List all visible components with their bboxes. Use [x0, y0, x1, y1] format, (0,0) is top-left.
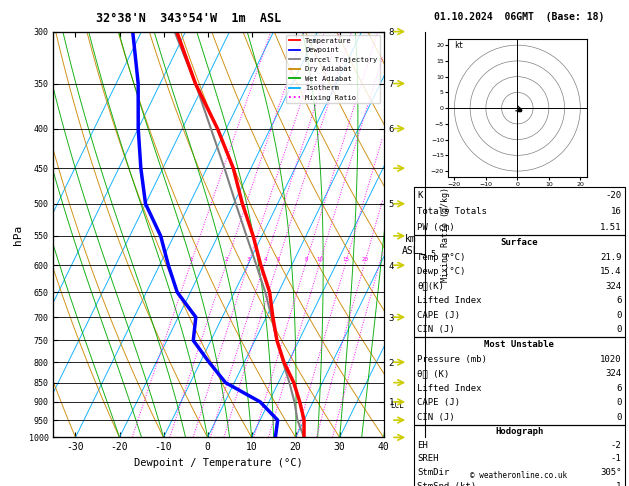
Text: Hodograph: Hodograph	[495, 427, 543, 436]
Text: Pressure (mb): Pressure (mb)	[417, 355, 487, 364]
Text: Temp (°C): Temp (°C)	[417, 253, 465, 261]
Text: 1020: 1020	[600, 355, 621, 364]
Text: StmSpd (kt): StmSpd (kt)	[417, 482, 476, 486]
Text: 1: 1	[189, 258, 193, 262]
Text: -1: -1	[611, 454, 621, 463]
Text: 1: 1	[616, 482, 621, 486]
Text: 21.9: 21.9	[600, 253, 621, 261]
Text: 0: 0	[616, 311, 621, 320]
Text: 32°38'N  343°54'W  1m  ASL: 32°38'N 343°54'W 1m ASL	[96, 12, 281, 25]
Text: 0: 0	[616, 399, 621, 407]
Text: kt: kt	[454, 41, 464, 51]
Text: 8: 8	[304, 258, 308, 262]
Text: K: K	[417, 191, 423, 200]
Text: 20: 20	[361, 258, 369, 262]
Text: SREH: SREH	[417, 454, 438, 463]
Text: 15: 15	[342, 258, 349, 262]
Text: CAPE (J): CAPE (J)	[417, 311, 460, 320]
Text: CAPE (J): CAPE (J)	[417, 399, 460, 407]
Text: Dewp (°C): Dewp (°C)	[417, 267, 465, 276]
Text: 15.4: 15.4	[600, 267, 621, 276]
Text: 305°: 305°	[600, 468, 621, 477]
Text: 324: 324	[605, 282, 621, 291]
Text: 4: 4	[263, 258, 267, 262]
Text: 01.10.2024  06GMT  (Base: 18): 01.10.2024 06GMT (Base: 18)	[434, 12, 604, 22]
Text: 2: 2	[225, 258, 228, 262]
Text: CIN (J): CIN (J)	[417, 413, 455, 422]
Text: Lifted Index: Lifted Index	[417, 296, 482, 305]
Text: StmDir: StmDir	[417, 468, 449, 477]
Text: θᴇ (K): θᴇ (K)	[417, 369, 449, 378]
Text: PW (cm): PW (cm)	[417, 223, 455, 232]
Text: 0: 0	[616, 413, 621, 422]
Text: 6: 6	[616, 296, 621, 305]
Text: 10: 10	[316, 258, 323, 262]
Text: 324: 324	[605, 369, 621, 378]
Text: -20: -20	[605, 191, 621, 200]
Y-axis label: km
ASL: km ASL	[402, 235, 420, 256]
X-axis label: Dewpoint / Temperature (°C): Dewpoint / Temperature (°C)	[134, 458, 303, 468]
Text: LCL: LCL	[391, 401, 404, 410]
Text: -2: -2	[611, 441, 621, 450]
Text: CIN (J): CIN (J)	[417, 326, 455, 334]
Legend: Temperature, Dewpoint, Parcel Trajectory, Dry Adiabat, Wet Adiabat, Isotherm, Mi: Temperature, Dewpoint, Parcel Trajectory…	[286, 35, 380, 104]
Text: 6: 6	[616, 384, 621, 393]
Text: Totals Totals: Totals Totals	[417, 207, 487, 216]
Text: 0: 0	[616, 326, 621, 334]
Text: 3: 3	[247, 258, 250, 262]
Text: 5: 5	[276, 258, 280, 262]
Text: 1.51: 1.51	[600, 223, 621, 232]
Text: © weatheronline.co.uk: © weatheronline.co.uk	[470, 471, 567, 480]
Y-axis label: hPa: hPa	[13, 225, 23, 244]
Y-axis label: Mixing Ratio (g/kg): Mixing Ratio (g/kg)	[441, 187, 450, 282]
Text: 16: 16	[611, 207, 621, 216]
Text: Most Unstable: Most Unstable	[484, 340, 554, 349]
Text: θᴇ(K): θᴇ(K)	[417, 282, 444, 291]
Text: Lifted Index: Lifted Index	[417, 384, 482, 393]
Text: EH: EH	[417, 441, 428, 450]
Text: Surface: Surface	[501, 238, 538, 247]
